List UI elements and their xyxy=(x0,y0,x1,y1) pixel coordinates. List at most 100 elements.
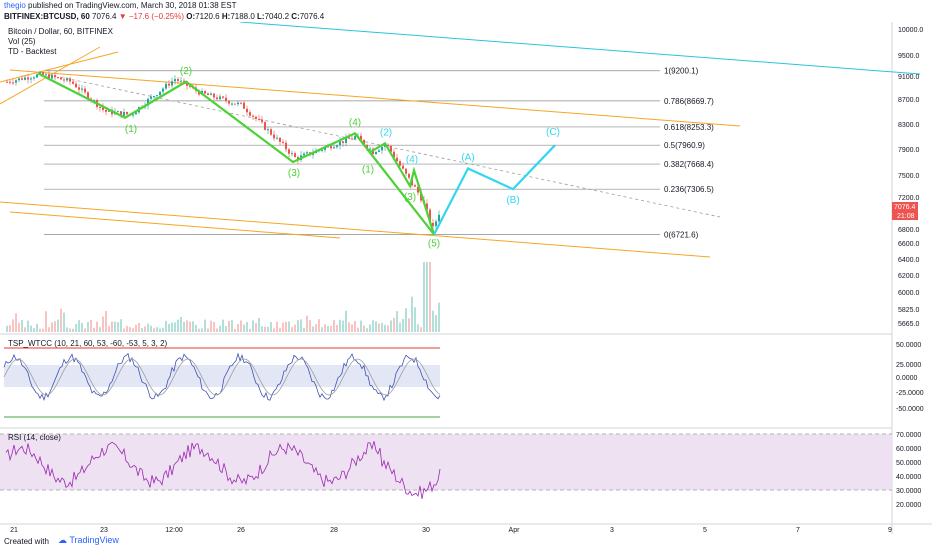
high-label: H: xyxy=(221,12,231,21)
rsi-tick: 20.0000 xyxy=(896,502,921,509)
volume-bar xyxy=(240,320,242,332)
candle-body xyxy=(345,137,347,144)
volume-bar xyxy=(219,325,221,332)
volume-bar xyxy=(312,326,314,332)
volume-bar xyxy=(90,319,92,332)
volume-bars xyxy=(6,262,440,332)
candle-body xyxy=(279,137,281,142)
wave-label: (A) xyxy=(461,153,474,164)
volume-bar xyxy=(123,328,125,332)
time-tick: 28 xyxy=(330,527,338,534)
candle-body xyxy=(234,103,236,105)
oscillator-pane xyxy=(3,347,441,418)
candle-body xyxy=(261,119,263,123)
badge-timer: 21:08 xyxy=(897,213,915,220)
volume-bar xyxy=(165,320,167,332)
volume-bar xyxy=(39,328,41,332)
volume-bar xyxy=(81,323,83,332)
fib-level-label: 1(9200.1) xyxy=(664,67,699,76)
candle-body xyxy=(51,75,53,79)
volume-bar xyxy=(216,328,218,332)
wave-label: (4) xyxy=(406,154,418,165)
volume-legend: Vol (25) xyxy=(8,37,36,46)
candle-body xyxy=(81,88,83,90)
volume-bar xyxy=(402,318,404,332)
volume-bar xyxy=(354,320,356,332)
volume-bar xyxy=(249,328,251,332)
axes: 10000.09500.09100.08700.08300.07900.0750… xyxy=(10,27,924,534)
volume-bar xyxy=(213,322,215,332)
time-tick: 7 xyxy=(796,527,800,534)
volume-bar xyxy=(294,324,296,332)
candle-body xyxy=(393,151,395,158)
volume-bar xyxy=(228,320,230,332)
price-tick: 8300.0 xyxy=(898,122,920,129)
volume-bar xyxy=(186,320,188,332)
volume-bar xyxy=(327,325,329,332)
volume-bar xyxy=(12,319,14,332)
fib-level-label: 0(6721.6) xyxy=(664,230,699,239)
volume-bar xyxy=(183,321,185,332)
volume-bar xyxy=(423,262,425,332)
volume-bar xyxy=(117,322,119,332)
volume-bar xyxy=(375,321,377,332)
author-link[interactable]: thegio xyxy=(4,1,26,10)
price-change: ▼ −17.6 (−0.25%) xyxy=(118,12,185,21)
volume-bar xyxy=(159,328,161,332)
volume-bar xyxy=(411,296,413,332)
rsi-legend: RSI (14, close) xyxy=(8,433,61,442)
volume-bar xyxy=(264,326,266,332)
price-tick: 6000.0 xyxy=(898,290,920,297)
candle-body xyxy=(276,137,278,139)
volume-bar xyxy=(168,323,170,332)
volume-bar xyxy=(54,321,56,332)
osc-tick: 25.0000 xyxy=(896,362,921,369)
high-value: 7188.0 xyxy=(230,12,255,21)
candle-body xyxy=(342,141,344,144)
oscillator-legend: TSP_WTCC (10, 21, 60, 53, -60, -53, 5, 3… xyxy=(8,339,168,348)
tradingview-logo[interactable]: ☁ TradingView xyxy=(58,535,119,545)
wave-label: (3) xyxy=(288,168,300,179)
volume-bar xyxy=(147,323,149,332)
volume-bar xyxy=(57,319,59,332)
volume-bar xyxy=(150,325,152,332)
osc-tick: -25.0000 xyxy=(896,390,924,397)
rsi-tick: 60.0000 xyxy=(896,446,921,453)
symbol: BITFINEX:BTCUSD, 60 xyxy=(4,12,90,21)
candle-body xyxy=(264,122,266,130)
price-chart[interactable]: 1(9200.1) 0.786(8669.7) 0.618(8253.3) 0.5(7… xyxy=(0,22,932,534)
candle-body xyxy=(147,98,149,106)
publish-info: thegio published on TradingView.com, Mar… xyxy=(4,1,236,10)
time-tick: 26 xyxy=(237,527,245,534)
candle-body xyxy=(180,80,182,82)
channel-line xyxy=(9,211,341,239)
time-tick: 3 xyxy=(610,527,614,534)
footer: Created with ☁ TradingView xyxy=(0,534,932,550)
volume-bar xyxy=(195,324,197,332)
volume-bar xyxy=(399,322,401,332)
candle-body xyxy=(228,100,230,104)
candle-body xyxy=(216,97,218,100)
candlesticks xyxy=(6,70,440,231)
candle-body xyxy=(57,77,59,79)
volume-bar xyxy=(48,327,50,332)
candle-body xyxy=(333,147,335,149)
last-price: 7076.4 xyxy=(92,12,117,21)
volume-bar xyxy=(138,322,140,332)
volume-bar xyxy=(30,325,32,332)
price-tick: 10000.0 xyxy=(898,27,923,34)
candle-body xyxy=(294,153,296,158)
volume-bar xyxy=(129,327,131,332)
candle-body xyxy=(303,153,305,156)
candle-body xyxy=(102,107,104,110)
candle-body xyxy=(204,90,206,94)
trend-channels xyxy=(0,22,921,258)
created-with: Created with xyxy=(4,537,49,546)
volume-bar xyxy=(180,316,182,332)
osc-zero-band xyxy=(4,365,440,387)
rsi-pane xyxy=(0,433,892,499)
volume-bar xyxy=(342,320,344,332)
volume-bar xyxy=(120,319,122,332)
rsi-line xyxy=(5,441,441,499)
candle-body xyxy=(99,106,101,108)
